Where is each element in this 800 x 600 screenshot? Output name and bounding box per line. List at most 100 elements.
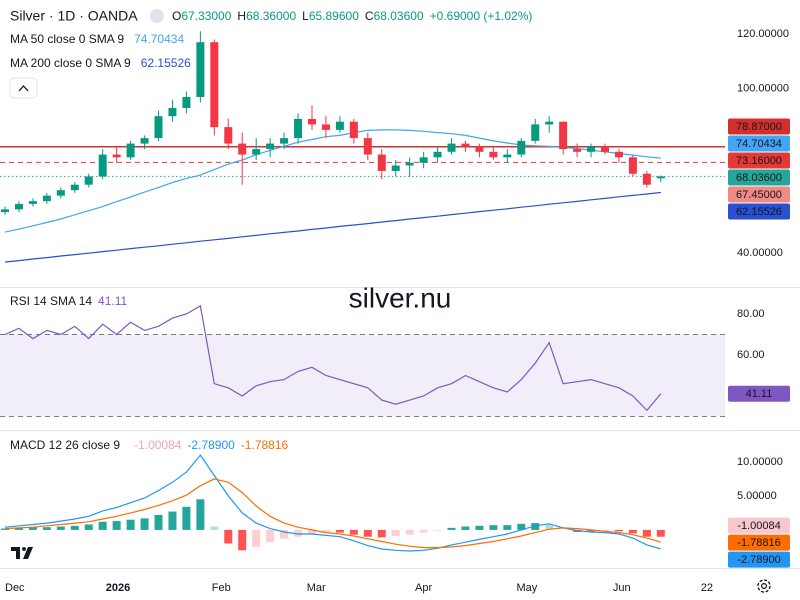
histogram-bar [587,529,596,532]
value: -2.78900 [187,438,235,452]
label: L [302,9,309,23]
chevron-icon [18,85,29,92]
time-axis: Dec 2026 Feb Mar Apr May Jun 22 [0,568,800,600]
candle-body [28,201,37,204]
histogram-bar [391,529,400,537]
label: MA 50 close 0 SMA 9 [10,32,124,46]
histogram-bar [489,525,498,530]
candle-body [307,118,316,125]
candle-body [628,157,637,174]
histogram-bar [224,529,233,544]
candle-body [70,184,79,191]
candle-body [419,157,428,163]
histogram-bar [377,529,386,538]
histogram-bar [656,529,665,537]
price-tag-bg [728,169,790,186]
price-tag-label: -1.00084 [737,520,780,532]
x-tick-label: Mar [307,582,326,594]
histogram-bar [433,529,442,531]
histogram-bar [238,529,247,551]
y-tick-label: 120.00000 [737,28,789,40]
candle-body [517,140,526,155]
gear-icon [757,579,771,593]
candle-body [489,151,498,158]
ma-legend: MA 200 close 0 SMA 9 62.15526 [10,56,191,70]
y-tick-label: 10.00000 [737,456,783,468]
value: -1.78816 [241,438,289,452]
plot-layer: 120.00000 100.00000 40.00000 80.00 60.00 10.0… [0,28,789,552]
price-tag-bg [728,534,790,551]
price-tag-bg [728,135,790,152]
price-tag-bg [728,152,790,169]
histogram-bar [182,506,191,530]
candle-body [14,203,23,210]
histogram-bar [545,524,554,530]
value: 41.11 [98,294,127,308]
histogram-bar [405,529,414,535]
histogram-bar [447,527,456,530]
candle-body [587,146,596,152]
price-tag: 74.70434 [728,135,790,152]
label: RSI 14 SMA 14 [10,294,92,308]
price-tag: -2.78900 [728,551,790,568]
label: MACD 12 26 close 9 [10,438,120,452]
icon-button[interactable] [150,9,164,23]
candle-body [42,195,51,202]
logo-mark [11,547,33,559]
price-tag-label: -1.78816 [737,537,780,549]
price-tag-bg [728,203,790,220]
ma-legend: MA 50 close 0 SMA 9 74.70434 [10,32,184,46]
moving-average-line [4,191,661,263]
histogram-bar [294,529,303,537]
settings-gear[interactable] [757,579,771,593]
price-tag: -1.00084 [728,517,790,534]
candle-body [238,143,247,155]
candle-body [559,121,568,150]
histogram-bar [601,529,610,532]
x-tick-label: Feb [212,582,231,594]
histogram-bar [112,521,121,530]
candle-body [531,124,540,141]
tv-logo[interactable] [8,541,38,563]
histogram-bar [461,526,470,530]
histogram-bar [307,529,316,534]
candle-body [84,176,93,185]
candle-body [601,146,610,152]
rsi-legend: RSI 14 SMA 14 41.11 [10,294,128,308]
y-tick-label: 5.00000 [737,490,777,502]
histogram-bar [628,529,637,534]
candle-body [112,154,121,158]
candle-body [363,138,372,155]
candle-body [224,127,233,144]
price-tag: 78.87000 [728,118,790,135]
candle-body [656,176,665,179]
x-tick-label: May [516,582,537,594]
histogram-bar [196,499,205,530]
value: 68.03600 [374,9,424,23]
candle-body [1,209,10,213]
price-tag-bg [728,517,790,534]
histogram-bar [419,529,428,533]
x-tick-label: Dec [5,582,25,594]
y-tick-label: 100.00000 [737,83,789,95]
histogram-bar [363,529,372,537]
candle-body [503,154,512,158]
price-tag: 68.03600 [728,169,790,186]
histogram-bar [84,524,93,530]
gear-hub [760,582,767,589]
macd-legend: MACD 12 26 close 9 -1.00084 -2.78900 -1.788… [10,438,289,452]
candle-body [391,165,400,171]
ohlc-legend: O67.33000 H68.36000 L65.89600 C68.03600 +0.6… [172,9,532,23]
label: C [365,9,374,23]
price-tag: -1.78816 [728,534,790,551]
candle-body [433,151,442,158]
rsi-band [0,334,725,417]
histogram-bar [349,529,358,535]
watermark: silver.nu [349,282,452,313]
collapse-button[interactable] [9,77,38,99]
candle-body [349,121,358,139]
histogram-bar [42,527,51,530]
value: 68.36000 [246,9,296,23]
candle-body [377,154,386,171]
